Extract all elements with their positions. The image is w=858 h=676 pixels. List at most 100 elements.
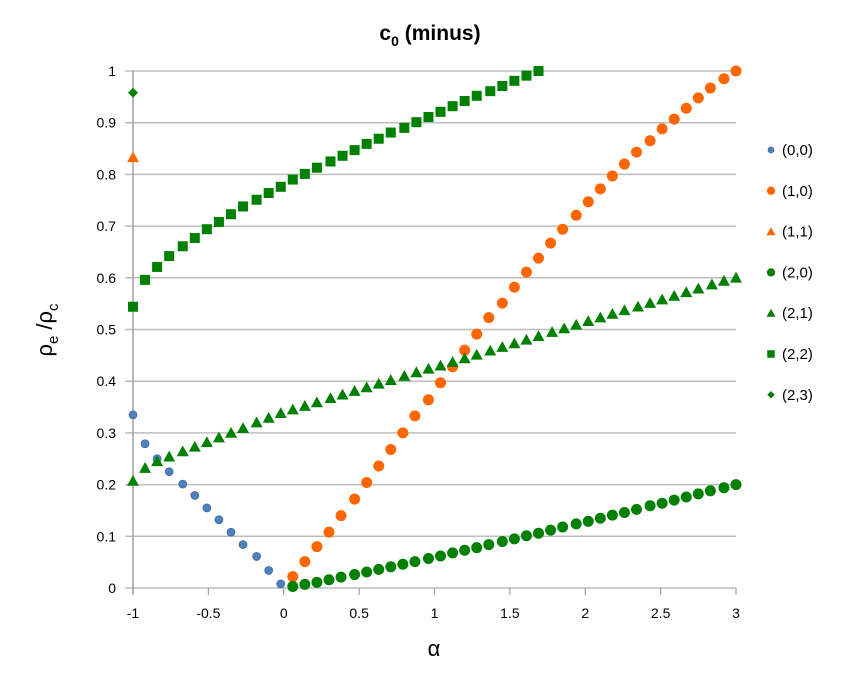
- x-tick-label: 2: [581, 605, 589, 621]
- legend-marker: [766, 268, 776, 277]
- data-point: [545, 524, 557, 536]
- data-point: [202, 503, 212, 513]
- data-point: [298, 400, 311, 411]
- data-point: [718, 482, 730, 494]
- data-point: [557, 223, 569, 235]
- data-point: [139, 462, 152, 473]
- legend-item: (2,2): [767, 346, 813, 363]
- data-point: [520, 530, 532, 542]
- series--2-1-: [127, 271, 742, 486]
- y-tick-label: 0.7: [97, 218, 117, 234]
- y-tick-label: 0.8: [97, 166, 117, 182]
- data-point: [201, 224, 212, 235]
- data-point: [618, 158, 630, 170]
- data-point: [692, 282, 705, 294]
- data-point: [335, 571, 347, 583]
- y-axis-label: ρe /ρc: [32, 303, 62, 357]
- legend-label: (2,1): [782, 305, 813, 322]
- data-point: [311, 576, 323, 588]
- data-point: [127, 474, 139, 486]
- data-point: [323, 574, 335, 586]
- data-point: [361, 477, 373, 489]
- x-tick-label: 1: [431, 605, 439, 621]
- data-point: [385, 443, 397, 455]
- data-point: [361, 566, 373, 578]
- series--0-0-: [128, 410, 286, 589]
- data-point: [730, 479, 742, 491]
- data-point: [178, 479, 188, 489]
- data-point: [533, 527, 545, 539]
- data-point: [311, 162, 322, 173]
- data-point: [151, 455, 164, 467]
- data-point: [275, 181, 286, 192]
- data-point: [140, 439, 150, 449]
- data-point: [200, 436, 213, 448]
- data-point: [311, 541, 323, 553]
- data-point: [238, 201, 249, 212]
- data-point: [335, 510, 347, 522]
- y-tick-label: 0: [108, 580, 116, 596]
- data-point: [730, 65, 742, 77]
- data-point: [718, 73, 730, 85]
- legend-label: (2,0): [782, 264, 813, 281]
- data-point: [496, 341, 509, 352]
- data-point: [485, 86, 496, 97]
- legend-marker: [767, 391, 775, 399]
- data-point: [434, 359, 447, 371]
- data-point: [163, 450, 176, 462]
- data-point: [471, 542, 483, 554]
- data-point: [299, 578, 311, 590]
- data-point: [435, 550, 447, 562]
- data-point: [546, 326, 559, 337]
- y-tick-label: 0.3: [97, 425, 117, 441]
- legend-item: (2,0): [766, 264, 813, 281]
- data-point: [533, 66, 544, 76]
- data-point: [644, 297, 657, 308]
- data-point: [496, 535, 508, 547]
- data-point: [594, 311, 607, 323]
- legend-label: (2,2): [782, 346, 813, 363]
- legend-marker: [766, 308, 776, 317]
- x-tick-label: 1.5: [500, 605, 520, 621]
- data-point: [409, 556, 421, 568]
- data-point: [411, 117, 422, 128]
- data-point: [399, 122, 410, 133]
- data-point: [704, 485, 716, 497]
- data-point: [409, 410, 421, 422]
- x-tick-label: -1: [127, 605, 140, 621]
- data-point: [508, 281, 520, 293]
- data-point: [276, 579, 286, 589]
- data-point: [398, 370, 411, 381]
- data-point: [459, 344, 471, 356]
- x-tick-label: 0.5: [349, 605, 369, 621]
- data-point: [606, 307, 619, 319]
- data-point: [570, 318, 583, 330]
- data-point: [188, 440, 201, 452]
- data-point: [323, 526, 335, 538]
- data-point: [164, 251, 175, 262]
- legend: (0,0) (1,0) (1,1) (2,0) (2,1) (2,2) (2,3): [766, 142, 813, 404]
- series--2-3-: [128, 87, 138, 98]
- legend-label: (0,0): [782, 142, 813, 159]
- data-point: [632, 300, 645, 312]
- data-point: [496, 297, 508, 309]
- data-point: [224, 426, 237, 438]
- data-point: [422, 553, 434, 565]
- data-point: [349, 145, 360, 156]
- data-point: [128, 87, 138, 98]
- legend-marker: [766, 227, 776, 236]
- x-tick-label: 2.5: [651, 605, 671, 621]
- data-point: [310, 396, 323, 408]
- data-point: [447, 101, 458, 112]
- data-point: [570, 518, 582, 530]
- data-point: [360, 381, 373, 393]
- data-point: [348, 385, 361, 396]
- data-point: [692, 92, 704, 104]
- data-point: [532, 330, 545, 342]
- data-point: [349, 569, 361, 581]
- data-point: [336, 388, 349, 400]
- data-point: [447, 547, 459, 559]
- data-point: [287, 580, 299, 592]
- data-point: [570, 209, 582, 221]
- data-point: [631, 503, 643, 515]
